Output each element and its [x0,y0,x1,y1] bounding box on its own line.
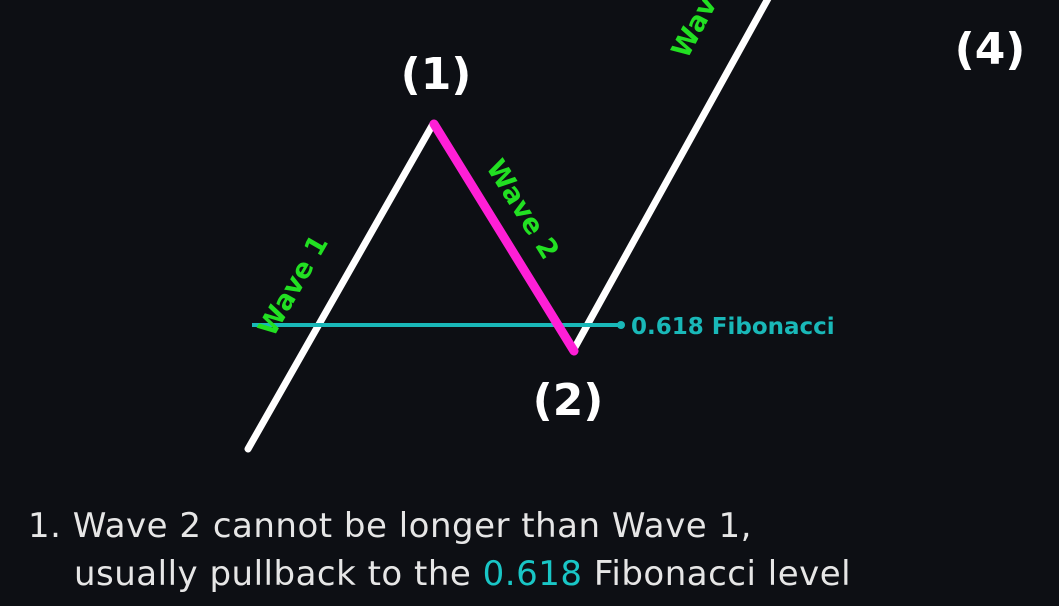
point-1-label: (1) [401,49,472,100]
rule-line-1: Wave 2 cannot be longer than Wave 1, [72,506,752,546]
rule-line-2: usually pullback to the 0.618 Fibonacci … [28,550,1028,598]
point-4-label: (4) [955,24,1026,75]
wave-2-label: Wave 2 [480,154,565,265]
wave-2-line [429,119,579,356]
rule-line-2-start: usually pullback to the [74,554,472,594]
fib-level-label: 0.618 Fibonacci [631,314,835,340]
rule-line-2-end: Fibonacci level [593,554,852,594]
wave-3-line [570,0,772,353]
fib-highlight: 0.618 [482,554,583,594]
fib-level-marker [617,321,625,329]
rule-number: 1. [28,506,62,546]
rule-explanation: 1. Wave 2 cannot be longer than Wave 1, … [28,502,1028,598]
wave-3-label: Wave [666,0,732,63]
point-2-label: (2) [533,375,604,426]
wave-1-line [244,120,437,453]
